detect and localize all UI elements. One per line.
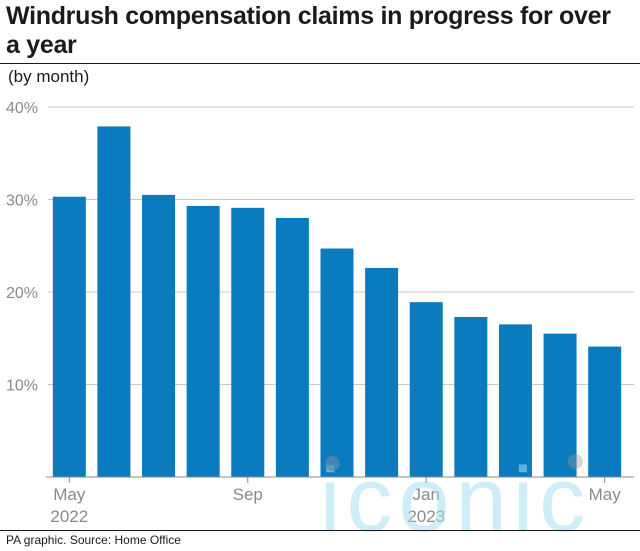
- bar: [454, 316, 488, 477]
- bar: [588, 346, 622, 477]
- bar: [543, 333, 577, 477]
- bar: [365, 267, 399, 477]
- bar-chart: 40% 30% 20% 10% May 2022 Sep Jan 2023 May: [6, 100, 634, 526]
- x-tick-label: May: [589, 485, 622, 504]
- bar: [275, 218, 309, 477]
- bar: [320, 248, 354, 477]
- bar: [52, 196, 86, 477]
- bar: [409, 302, 443, 477]
- chart-title: Windrush compensation claims in progress…: [6, 2, 611, 59]
- x-tick-label: Jan: [413, 485, 440, 504]
- bar: [231, 207, 265, 477]
- bar: [186, 205, 220, 477]
- chart-subtitle: (by month): [8, 67, 90, 86]
- source-note: PA graphic. Source: Home Office: [0, 530, 640, 551]
- y-tick-label: 30%: [6, 193, 38, 210]
- y-tick-label: 10%: [6, 378, 38, 395]
- y-tick-label: 20%: [6, 285, 38, 302]
- x-tick-label: May: [53, 485, 86, 504]
- y-tick-label: 40%: [6, 100, 38, 117]
- bar: [97, 126, 131, 478]
- x-tick-label: Sep: [233, 485, 263, 504]
- bar: [142, 194, 176, 477]
- x-tick-label: 2023: [407, 507, 445, 526]
- title-divider: [0, 63, 640, 64]
- x-tick-label: 2022: [50, 507, 88, 526]
- bar: [498, 324, 532, 477]
